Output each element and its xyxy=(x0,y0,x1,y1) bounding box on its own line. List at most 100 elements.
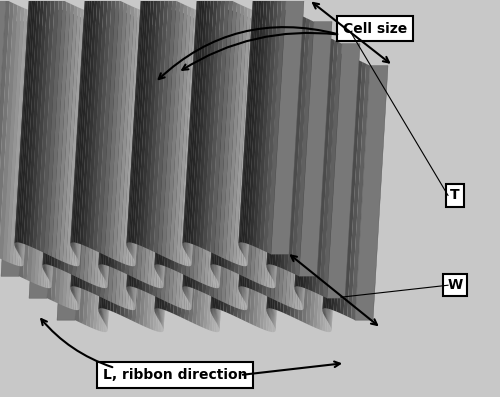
Polygon shape xyxy=(133,47,149,303)
Polygon shape xyxy=(126,34,142,289)
Polygon shape xyxy=(286,50,304,306)
Polygon shape xyxy=(164,55,182,311)
Polygon shape xyxy=(16,0,32,243)
Polygon shape xyxy=(322,76,340,331)
Polygon shape xyxy=(165,3,184,259)
Polygon shape xyxy=(100,16,116,272)
Polygon shape xyxy=(156,17,172,274)
Polygon shape xyxy=(135,52,150,308)
Polygon shape xyxy=(174,59,192,315)
Polygon shape xyxy=(71,54,88,310)
Polygon shape xyxy=(232,52,250,307)
Polygon shape xyxy=(96,40,115,297)
Polygon shape xyxy=(114,14,132,270)
Polygon shape xyxy=(50,27,66,283)
Polygon shape xyxy=(149,39,168,295)
Polygon shape xyxy=(270,77,287,332)
Polygon shape xyxy=(260,0,278,251)
Polygon shape xyxy=(331,55,348,310)
Polygon shape xyxy=(220,32,234,287)
Polygon shape xyxy=(121,17,140,273)
Polygon shape xyxy=(124,62,143,319)
Polygon shape xyxy=(126,0,142,245)
Polygon shape xyxy=(272,66,287,323)
Polygon shape xyxy=(184,32,200,287)
Polygon shape xyxy=(14,0,30,243)
Polygon shape xyxy=(190,6,206,262)
Polygon shape xyxy=(246,55,262,310)
Polygon shape xyxy=(263,0,282,252)
Polygon shape xyxy=(216,68,232,325)
Polygon shape xyxy=(64,17,83,273)
Polygon shape xyxy=(282,49,300,305)
Polygon shape xyxy=(76,45,92,302)
Polygon shape xyxy=(17,0,34,243)
Polygon shape xyxy=(238,63,256,320)
Polygon shape xyxy=(130,41,146,298)
Polygon shape xyxy=(192,33,210,289)
Polygon shape xyxy=(216,34,233,288)
Polygon shape xyxy=(234,17,254,274)
Polygon shape xyxy=(292,53,310,309)
Polygon shape xyxy=(326,54,344,309)
Polygon shape xyxy=(90,0,108,249)
Polygon shape xyxy=(188,0,206,243)
Polygon shape xyxy=(100,42,119,299)
Polygon shape xyxy=(186,43,202,299)
Polygon shape xyxy=(156,33,174,288)
Polygon shape xyxy=(155,54,171,308)
Polygon shape xyxy=(103,66,119,322)
Polygon shape xyxy=(226,5,244,261)
Polygon shape xyxy=(322,56,338,312)
Polygon shape xyxy=(49,25,65,281)
Polygon shape xyxy=(275,29,290,285)
Polygon shape xyxy=(48,23,64,280)
Polygon shape xyxy=(104,0,124,257)
Polygon shape xyxy=(84,26,102,282)
Polygon shape xyxy=(240,0,256,251)
Polygon shape xyxy=(270,54,287,308)
Polygon shape xyxy=(186,32,202,287)
Polygon shape xyxy=(188,0,204,257)
Polygon shape xyxy=(92,39,111,295)
Polygon shape xyxy=(222,3,241,259)
Polygon shape xyxy=(148,29,166,285)
Polygon shape xyxy=(170,14,189,270)
Polygon shape xyxy=(306,34,324,290)
Polygon shape xyxy=(182,33,198,289)
Polygon shape xyxy=(242,32,259,287)
Polygon shape xyxy=(166,56,185,312)
Polygon shape xyxy=(190,0,208,244)
Polygon shape xyxy=(239,0,255,249)
Polygon shape xyxy=(72,32,88,286)
Polygon shape xyxy=(134,0,152,244)
Polygon shape xyxy=(310,71,328,327)
Polygon shape xyxy=(246,33,264,288)
Polygon shape xyxy=(212,61,228,317)
Polygon shape xyxy=(70,0,86,245)
Polygon shape xyxy=(296,32,312,286)
Polygon shape xyxy=(182,19,201,276)
Polygon shape xyxy=(327,77,344,332)
Polygon shape xyxy=(126,33,142,288)
Polygon shape xyxy=(153,75,170,331)
Polygon shape xyxy=(242,56,260,310)
Polygon shape xyxy=(128,0,144,251)
Polygon shape xyxy=(182,0,198,246)
Polygon shape xyxy=(29,0,48,247)
Polygon shape xyxy=(78,11,94,266)
Polygon shape xyxy=(190,55,206,310)
Polygon shape xyxy=(274,33,290,288)
Polygon shape xyxy=(135,54,150,309)
Polygon shape xyxy=(43,33,60,288)
Polygon shape xyxy=(154,55,170,310)
Polygon shape xyxy=(130,12,147,266)
Polygon shape xyxy=(242,21,261,278)
Polygon shape xyxy=(188,46,204,303)
Polygon shape xyxy=(22,5,38,261)
Polygon shape xyxy=(162,77,178,332)
Polygon shape xyxy=(294,33,310,289)
Polygon shape xyxy=(184,37,200,294)
Polygon shape xyxy=(274,77,290,332)
Polygon shape xyxy=(98,12,114,267)
